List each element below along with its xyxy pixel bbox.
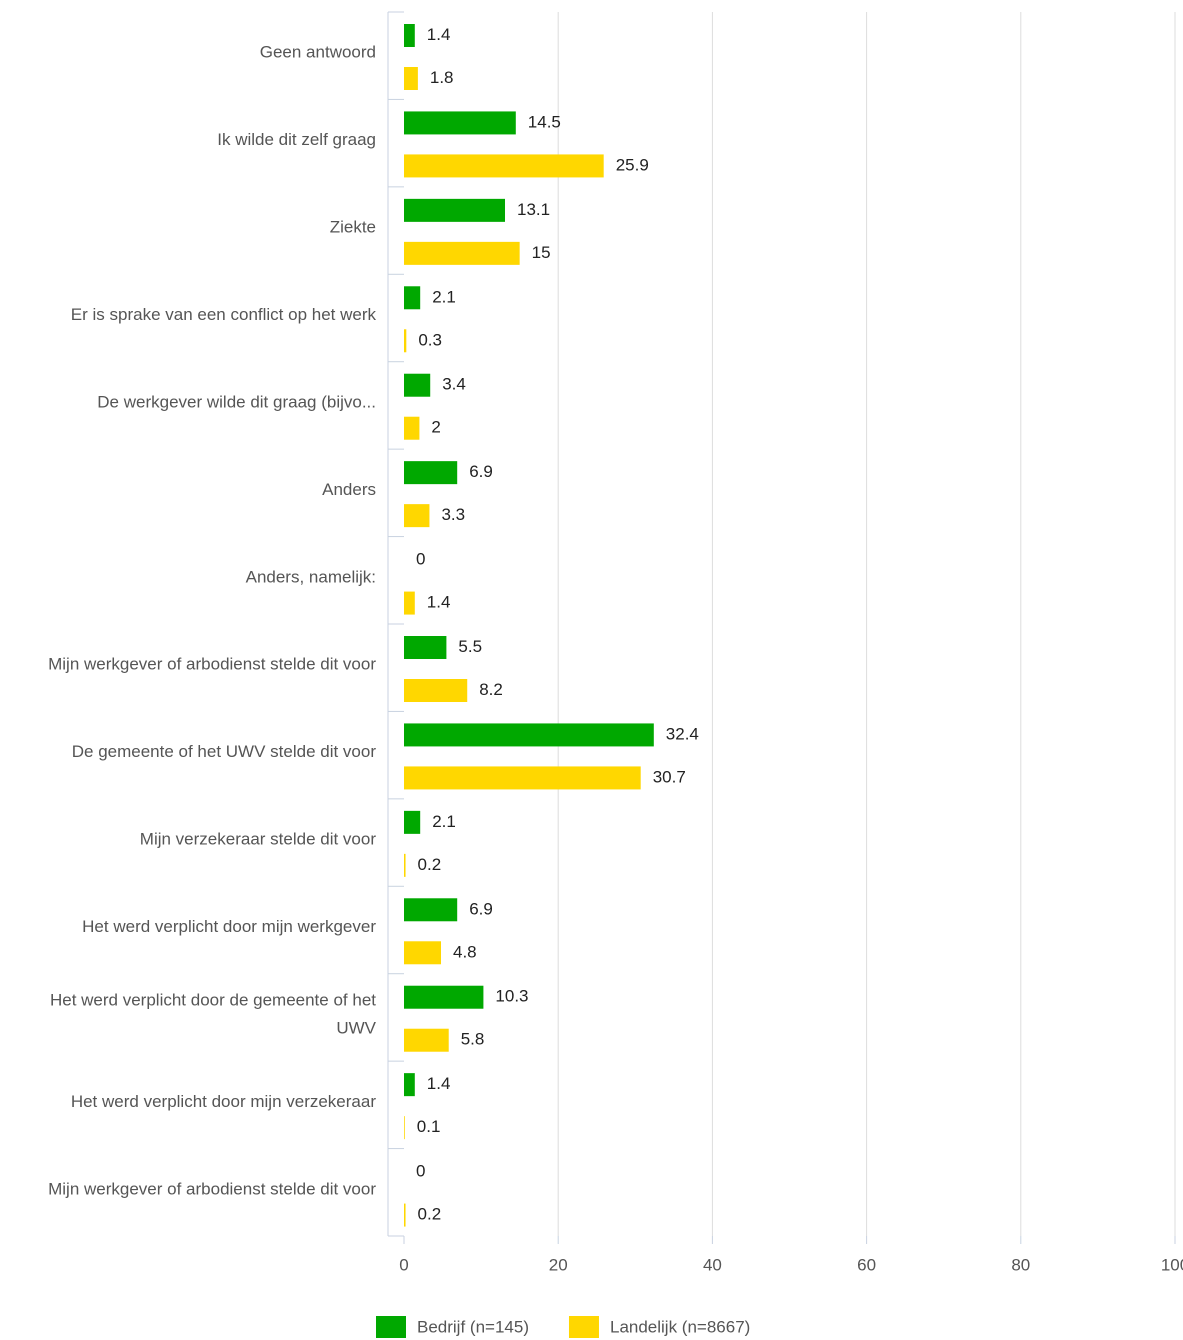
bar (404, 941, 442, 965)
value-label: 25.9 (616, 155, 649, 174)
bar (404, 766, 641, 790)
value-label: 15 (532, 243, 551, 262)
value-label: 5.8 (461, 1030, 485, 1049)
bar (404, 198, 506, 222)
value-label: 0 (416, 1162, 425, 1181)
value-label: 6.9 (469, 462, 493, 481)
x-tick-label: 80 (1011, 1255, 1030, 1274)
bar (404, 111, 516, 135)
bar (404, 985, 484, 1009)
bar (404, 241, 520, 265)
category-label: Er is sprake van een conflict op het wer… (71, 305, 377, 324)
bar (404, 329, 407, 353)
bar (404, 679, 468, 702)
value-label: 1.4 (427, 1074, 451, 1093)
bar (404, 898, 458, 922)
bar (404, 461, 458, 485)
bar (404, 416, 420, 440)
value-label: 10.3 (495, 987, 528, 1006)
category-label: Ziekte (330, 218, 376, 237)
category-label: Geen antwoord (260, 43, 376, 62)
value-label: 1.4 (427, 593, 451, 612)
value-label: 13.1 (517, 200, 550, 219)
bar (404, 504, 430, 528)
value-label: 2.1 (432, 812, 456, 831)
legend-swatch (376, 1316, 406, 1338)
bar (404, 636, 447, 659)
x-tick-label: 60 (857, 1255, 876, 1274)
bar (404, 1116, 405, 1140)
x-tick-label: 100 (1161, 1255, 1183, 1274)
bar (404, 24, 415, 47)
value-label: 2.1 (432, 287, 456, 306)
bar (404, 154, 604, 178)
value-label: 0 (416, 550, 425, 569)
value-label: 3.4 (442, 375, 466, 394)
value-label: 2 (431, 418, 440, 437)
value-label: 1.8 (430, 68, 454, 87)
category-label: Ik wilde dit zelf graag (217, 131, 376, 150)
bar (404, 1028, 449, 1052)
legend-label: Landelijk (n=8667) (610, 1317, 750, 1336)
value-label: 0.2 (418, 855, 442, 874)
category-label: Het werd verplicht door mijn werkgever (82, 917, 376, 936)
value-label: 0.3 (418, 330, 442, 349)
value-label: 4.8 (453, 942, 477, 961)
value-label: 14.5 (528, 112, 561, 131)
bar (404, 67, 418, 90)
value-label: 6.9 (469, 899, 493, 918)
value-label: 32.4 (666, 724, 699, 743)
bar (404, 286, 421, 310)
x-tick-label: 20 (549, 1255, 568, 1274)
value-label: 0.1 (417, 1117, 441, 1136)
value-label: 1.4 (427, 25, 451, 44)
bar (404, 853, 406, 877)
category-label: Mijn werkgever of arbodienst stelde dit … (48, 1180, 376, 1199)
category-label: Mijn verzekeraar stelde dit voor (140, 830, 377, 849)
category-label: De gemeente of het UWV stelde dit voor (72, 743, 377, 762)
x-tick-label: 40 (703, 1255, 722, 1274)
bar (404, 1203, 406, 1227)
category-label: Mijn werkgever of arbodienst stelde dit … (48, 655, 376, 674)
legend-label: Bedrijf (n=145) (417, 1317, 529, 1336)
legend-swatch (568, 1316, 599, 1338)
value-label: 0.2 (418, 1205, 442, 1224)
category-label: Anders (322, 480, 376, 499)
bar (404, 723, 654, 747)
value-label: 3.3 (441, 505, 465, 524)
category-label: Het werd verplicht door mijn verzekeraar (71, 1092, 377, 1111)
value-label: 30.7 (653, 767, 686, 786)
bar (404, 1073, 415, 1097)
value-label: 5.5 (458, 637, 482, 656)
category-label: De werkgever wilde dit graag (bijvo... (97, 393, 376, 412)
category-label: Het werd verplicht door de gemeente of h… (50, 991, 377, 1038)
x-tick-label: 0 (399, 1255, 408, 1274)
bar (404, 810, 421, 834)
bar (404, 591, 415, 615)
bar (404, 373, 431, 397)
value-label: 8.2 (479, 680, 503, 699)
category-label: Anders, namelijk: (246, 568, 376, 587)
